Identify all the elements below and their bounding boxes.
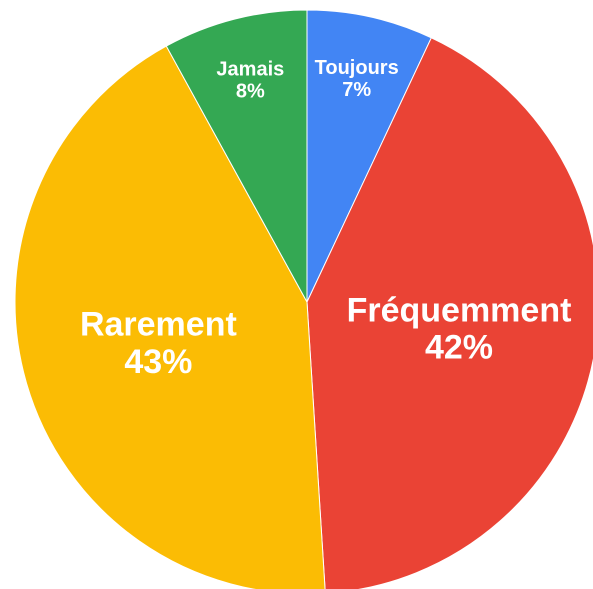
slice-label: Toujours [315,57,399,79]
pie-slice [14,45,326,589]
slice-value-label: 42% [425,329,493,367]
slice-label: Rarement [80,305,237,343]
slice-label: Jamais [216,59,284,81]
slice-label: Fréquemment [347,291,572,329]
slice-value-label: 7% [342,79,371,101]
pie-slice [306,9,432,303]
pie-slice [165,9,308,303]
pie-slice [306,37,593,589]
slice-value-label: 43% [124,343,192,381]
slice-value-label: 8% [236,81,265,103]
